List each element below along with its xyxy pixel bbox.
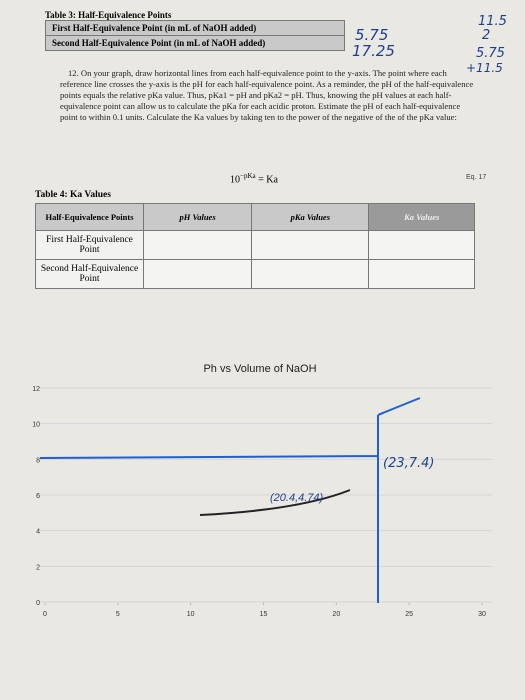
row-label: First Half-Equivalence Point — [35, 230, 144, 260]
cell — [251, 230, 370, 260]
margin-note: +11.5 — [466, 61, 503, 75]
table-row: First Half-Equivalence Point (in mL of N… — [45, 20, 345, 36]
instruction: 12. On your graph, draw horizontal lines… — [60, 68, 475, 123]
y-tick-label: 8 — [36, 457, 40, 464]
header-cell: Half-Equivalence Points — [35, 203, 144, 231]
y-tick-label: 0 — [36, 600, 40, 607]
y-tick-label: 6 — [36, 493, 40, 500]
eq-base: 10 — [230, 174, 240, 186]
y-tick-label: 2 — [36, 564, 40, 571]
x-tick-label: 20 — [332, 611, 340, 618]
margin-note: 11.5 — [478, 14, 507, 29]
table-row: Second Half-Equivalence Point (in mL of … — [45, 36, 345, 51]
x-tick-label: 15 — [260, 611, 268, 618]
instruction-number: 12. — [68, 68, 79, 78]
table-title: Table 4: Ka Values — [35, 190, 111, 200]
x-tick-label: 30 — [478, 611, 486, 618]
handwritten-value: 5.75 — [355, 26, 389, 44]
hand-drawn-curve — [39, 397, 421, 603]
header-cell: Ka Values — [368, 203, 475, 231]
margin-note: 2 — [482, 28, 491, 43]
x-tick-label: 25 — [405, 611, 413, 618]
table-3: Table 3: Half-Equivalence Points First H… — [45, 10, 345, 51]
hand-drawn-curve — [199, 489, 351, 516]
instruction-text: On your graph, draw horizontal lines fro… — [60, 68, 474, 122]
header-row: Half-Equivalence Points pH Values pKa Va… — [35, 203, 475, 231]
table-4: Half-Equivalence Points pH Values pKa Va… — [35, 203, 475, 289]
equation: 10−pKa = Ka — [230, 172, 278, 185]
y-tick-label: 10 — [32, 422, 40, 429]
row: First Half-Equivalence Point — [35, 230, 475, 260]
cell — [142, 259, 253, 289]
annotation: (23,7.4) — [383, 456, 435, 471]
handwritten-value: 17.25 — [352, 42, 395, 60]
cell — [251, 259, 370, 289]
y-tick-label: 4 — [36, 529, 40, 536]
x-tick-label: 5 — [116, 611, 120, 618]
header-cell: pH Values — [142, 203, 253, 231]
eq-exponent: −pKa — [240, 172, 256, 180]
row: Second Half-Equivalence Point — [35, 259, 475, 289]
x-tick-label: 10 — [187, 611, 195, 618]
y-tick-label: 12 — [32, 386, 40, 393]
cell — [368, 230, 475, 260]
graph-title: Ph vs Volume of NaOH — [203, 363, 316, 375]
x-tick-label: 0 — [43, 611, 47, 618]
table-title: Table 3: Half-Equivalence Points — [45, 10, 172, 20]
cell — [142, 230, 253, 260]
header-cell: pKa Values — [251, 203, 370, 231]
equation-label: Eq. 17 — [466, 174, 487, 181]
row-label: Second Half-Equivalence Point — [35, 259, 144, 289]
cell — [368, 259, 475, 289]
annotation: (20.4,4.74) — [270, 492, 324, 504]
eq-rhs: = Ka — [255, 174, 278, 186]
margin-note: 5.75 — [476, 46, 505, 61]
